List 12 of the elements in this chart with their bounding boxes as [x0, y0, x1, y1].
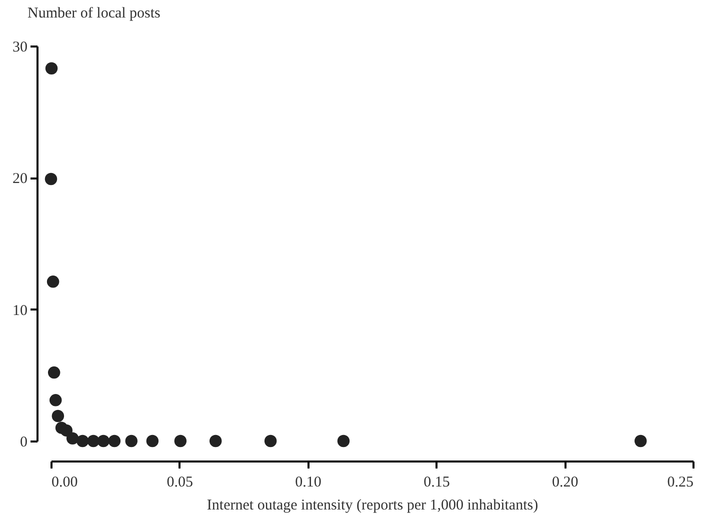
y-tick-label: 20 [12, 171, 28, 188]
y-tick-label: 30 [12, 40, 28, 56]
x-tick-label: 0.15 [424, 474, 450, 490]
x-axis-title: Internet outage intensity (reports per 1,000 inhabitants) [206, 498, 538, 514]
y-tick-label: 0 [20, 434, 28, 450]
y-tick-label: 10 [12, 302, 28, 319]
x-tick-label: 0.00 [52, 474, 78, 490]
x-tick-label: 0.05 [166, 474, 194, 490]
y-axis-title: Number of local posts [28, 6, 161, 22]
x-tick-label: 0.10 [295, 474, 322, 490]
x-tick-label: 0.20 [552, 474, 578, 490]
x-tick-label: 0.25 [667, 474, 694, 490]
